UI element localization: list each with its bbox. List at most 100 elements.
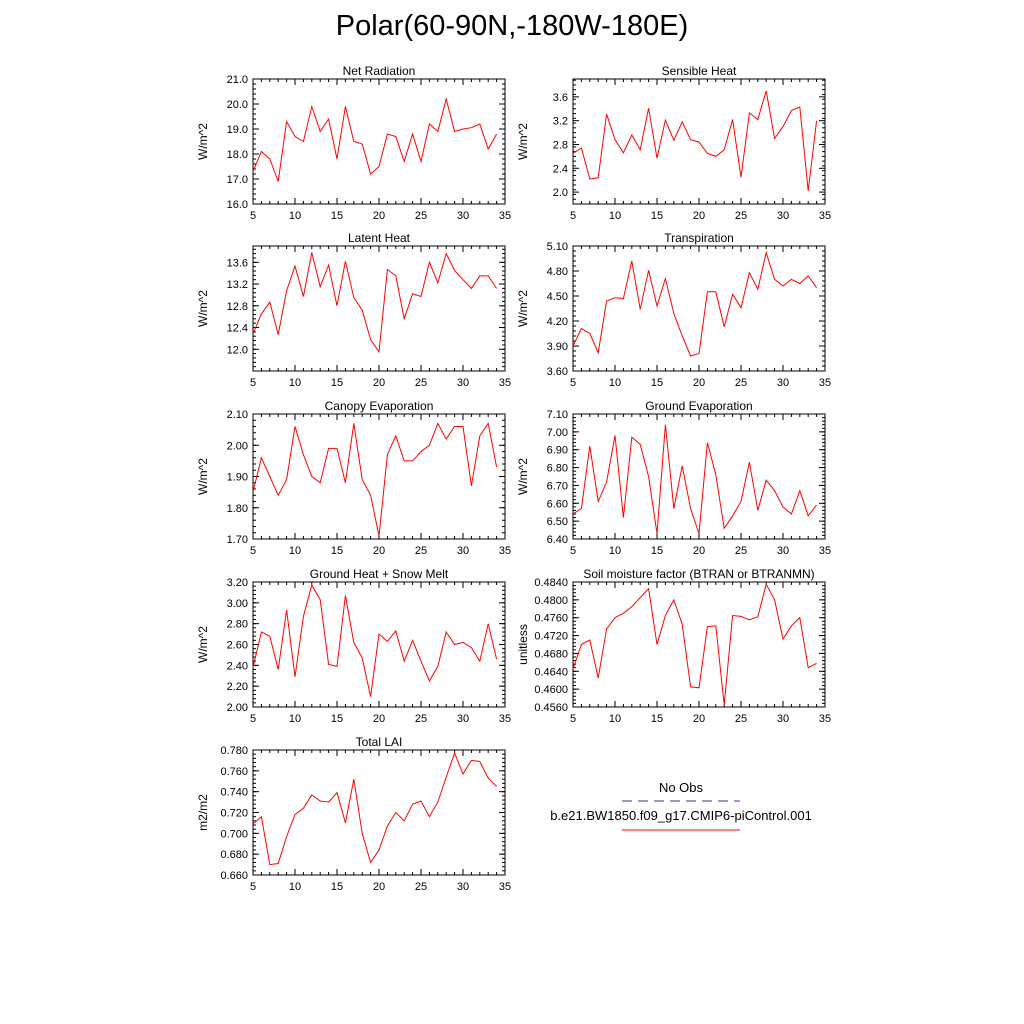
plot-frame — [252, 749, 506, 876]
series-line — [572, 424, 817, 534]
x-tick-label: 5 — [250, 210, 256, 222]
y-tick-label: 2.60 — [227, 640, 248, 652]
y-tick-label: 0.4840 — [534, 577, 568, 589]
y-axis-label: m2/m2 — [196, 794, 210, 831]
x-tick-label: 5 — [570, 713, 576, 725]
chart-panel: Sensible Heat W/m^2 5 10 15 20 25 30 35 2.0 2.4 2.8… — [516, 64, 831, 222]
x-tick-label: 25 — [415, 881, 427, 893]
x-tick-label: 15 — [651, 210, 663, 222]
panel-title: Soil moisture factor (BTRAN or BTRANMN) — [583, 567, 814, 581]
y-tick-label: 6.40 — [547, 534, 568, 546]
series-line — [252, 751, 497, 866]
y-tick-label: 0.4800 — [534, 595, 568, 607]
y-tick-label: 7.00 — [547, 427, 568, 439]
y-tick-label: 0.760 — [220, 766, 248, 778]
y-tick-label: 2.4 — [553, 163, 568, 175]
y-tick-label: 4.50 — [547, 291, 568, 303]
y-tick-label: 1.70 — [227, 534, 248, 546]
x-tick-label: 20 — [693, 377, 705, 389]
y-tick-label: 0.720 — [220, 808, 248, 820]
y-tick-label: 1.90 — [227, 472, 248, 484]
x-tick-label: 30 — [777, 210, 789, 222]
x-tick-label: 30 — [777, 713, 789, 725]
y-tick-label: 13.2 — [227, 279, 248, 291]
chart-panel: Canopy Evaporation W/m^2 5 10 15 20 25 30 35 1.70… — [196, 399, 511, 557]
y-tick-label: 13.6 — [227, 257, 248, 269]
x-tick-label: 5 — [250, 545, 256, 557]
x-tick-label: 35 — [819, 713, 831, 725]
x-tick-label: 25 — [415, 377, 427, 389]
y-tick-label: 6.50 — [547, 516, 568, 528]
x-tick-label: 20 — [693, 545, 705, 557]
x-tick-label: 10 — [609, 210, 621, 222]
y-axis-label: W/m^2 — [196, 123, 210, 160]
y-tick-label: 0.4760 — [534, 613, 568, 625]
panel-title: Net Radiation — [343, 64, 416, 78]
x-tick-label: 30 — [777, 377, 789, 389]
x-tick-label: 20 — [373, 881, 385, 893]
x-tick-label: 25 — [415, 545, 427, 557]
y-tick-label: 3.60 — [547, 366, 568, 378]
y-tick-label: 0.4600 — [534, 684, 568, 696]
x-tick-label: 35 — [819, 210, 831, 222]
y-tick-label: 1.80 — [227, 503, 248, 515]
x-tick-label: 30 — [457, 377, 469, 389]
y-tick-label: 0.780 — [220, 745, 248, 757]
x-tick-label: 25 — [415, 210, 427, 222]
chart-panel: Transpiration W/m^2 5 10 15 20 25 30 35 3.60 3.90 4… — [516, 231, 831, 389]
x-tick-label: 15 — [331, 210, 343, 222]
panel-grid: Net Radiation W/m^2 5 10 15 20 25 30 35 16.0 17.0 1… — [196, 64, 831, 893]
y-tick-label: 3.20 — [227, 577, 248, 589]
chart-panel: Ground Evaporation W/m^2 5 10 15 20 25 30 35 6.40… — [516, 399, 831, 557]
y-tick-label: 4.80 — [547, 266, 568, 278]
plot-frame — [252, 78, 506, 205]
y-tick-label: 4.20 — [547, 316, 568, 328]
chart-panel: Net Radiation W/m^2 5 10 15 20 25 30 35 16.0 17.0 1… — [196, 64, 511, 222]
x-tick-label: 5 — [250, 377, 256, 389]
x-tick-label: 15 — [331, 713, 343, 725]
y-tick-label: 16.0 — [227, 199, 248, 211]
series-line — [572, 250, 818, 357]
y-tick-label: 12.0 — [227, 344, 248, 356]
x-tick-label: 35 — [819, 545, 831, 557]
x-tick-label: 5 — [250, 881, 256, 893]
x-tick-label: 35 — [499, 545, 511, 557]
x-tick-label: 30 — [457, 545, 469, 557]
plot-frame — [252, 413, 506, 540]
x-tick-label: 20 — [373, 545, 385, 557]
legend-no-obs-label: No Obs — [659, 780, 704, 795]
y-axis-label: W/m^2 — [516, 123, 530, 160]
y-tick-label: 6.80 — [547, 463, 568, 475]
y-tick-label: 0.700 — [220, 828, 248, 840]
y-tick-label: 5.10 — [547, 241, 568, 253]
panel-title: Ground Evaporation — [645, 399, 752, 413]
x-tick-label: 35 — [499, 713, 511, 725]
x-tick-label: 20 — [373, 377, 385, 389]
y-axis-label: W/m^2 — [196, 626, 210, 663]
x-tick-label: 35 — [819, 377, 831, 389]
chart-panel: Ground Heat + Snow Melt W/m^2 5 10 15 20 25 30 3… — [196, 567, 511, 725]
y-tick-label: 0.4680 — [534, 648, 568, 660]
x-tick-label: 15 — [331, 881, 343, 893]
x-tick-label: 10 — [289, 377, 301, 389]
x-tick-label: 25 — [735, 545, 747, 557]
x-tick-label: 35 — [499, 377, 511, 389]
x-tick-label: 10 — [289, 210, 301, 222]
x-tick-label: 35 — [499, 210, 511, 222]
y-tick-label: 3.6 — [553, 92, 568, 104]
y-tick-label: 12.4 — [227, 323, 248, 335]
x-tick-label: 10 — [289, 881, 301, 893]
chart-panel: Soil moisture factor (BTRAN or BTRANMN) u… — [516, 567, 831, 725]
x-tick-label: 5 — [570, 545, 576, 557]
y-tick-label: 6.60 — [547, 498, 568, 510]
x-tick-label: 10 — [289, 545, 301, 557]
y-tick-label: 0.680 — [220, 849, 248, 861]
x-tick-label: 5 — [570, 377, 576, 389]
x-tick-label: 20 — [693, 210, 705, 222]
series-line — [572, 582, 817, 705]
y-tick-label: 0.740 — [220, 787, 248, 799]
x-tick-label: 30 — [457, 210, 469, 222]
x-tick-label: 30 — [777, 545, 789, 557]
y-tick-label: 7.10 — [547, 409, 568, 421]
